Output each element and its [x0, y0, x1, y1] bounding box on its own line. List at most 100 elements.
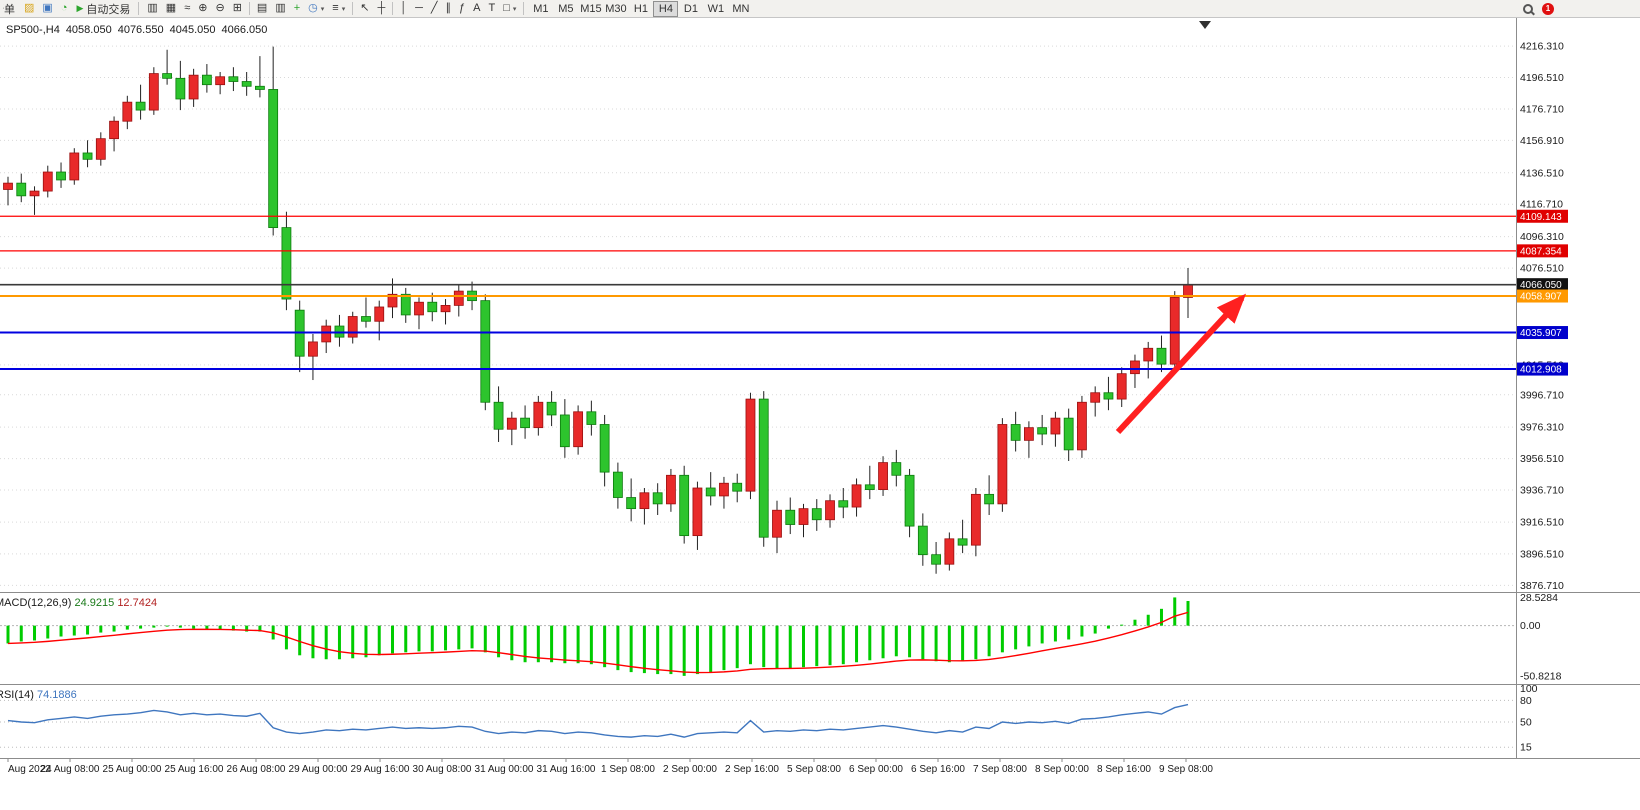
candle	[175, 77, 186, 100]
hline-icon[interactable]: ─	[411, 1, 427, 17]
date-axis-label: 24 Aug 08:00	[41, 764, 100, 775]
chart-shift-marker[interactable]	[1199, 21, 1211, 29]
templates-icon[interactable]: ≡ ▾	[328, 1, 349, 17]
price-axis-label: 3896.510	[1520, 548, 1564, 560]
new-chart-icon[interactable]: +	[290, 1, 304, 17]
candle	[878, 462, 888, 490]
candle	[758, 398, 769, 538]
crosshair-icon[interactable]: ┼	[373, 1, 389, 17]
autotrading-button[interactable]: ▶ 自动交易	[72, 1, 134, 17]
arrange-icon[interactable]: ▤	[253, 1, 271, 17]
chart-line-icon: ≈	[184, 2, 191, 14]
price-tag	[1517, 278, 1568, 292]
macd-signal-line	[7, 611, 1189, 674]
toolbar-separator	[248, 2, 250, 15]
vline-icon[interactable]: │	[396, 1, 411, 17]
candle	[1116, 373, 1127, 400]
candle	[480, 300, 491, 403]
price-axis-label: 3996.710	[1520, 389, 1564, 401]
candle	[944, 538, 955, 565]
candle	[745, 398, 756, 492]
toolbar-separator	[523, 2, 525, 15]
charts-group-icon[interactable]: ▣	[38, 1, 56, 17]
overlay-icon[interactable]: ▥	[271, 1, 289, 17]
zoom-in-icon[interactable]: ⊕	[194, 1, 211, 17]
chart-candles-icon[interactable]: ▦	[162, 1, 180, 17]
new-order-label: 新单	[3, 3, 15, 16]
price-axis-label: 4096.310	[1520, 231, 1564, 243]
candle	[308, 341, 318, 357]
timeframe-d1[interactable]: D1	[678, 1, 703, 17]
toolbar-separator	[352, 2, 354, 15]
text-icon[interactable]: A	[469, 1, 484, 17]
toolbar-groups: ▥ ▦ ≈ ⊕ ⊖ ⊞ ▤ ▥ + ◷ ▾ ≡ ▾ ↖ ┼ │ ─ ╱ ∥ ƒ A T □ ▾	[143, 1, 527, 17]
styler-icon[interactable]: ▨	[20, 1, 38, 17]
price-tag-label: 4066.050	[1520, 280, 1562, 291]
timeframe-h4[interactable]: H4	[653, 0, 679, 17]
period-clock-icon[interactable]: ◷ ▾	[304, 1, 328, 17]
candle	[520, 417, 530, 429]
zoom-out-icon[interactable]: ⊖	[211, 1, 228, 17]
label-icon[interactable]: T	[485, 1, 500, 17]
crosshair-icon: ┼	[377, 2, 386, 14]
notification-badge[interactable]: 1	[1542, 2, 1554, 15]
trendline-icon[interactable]: ╱	[427, 1, 442, 17]
candle	[997, 424, 1008, 505]
rsi-axis-label: 100	[1520, 683, 1538, 695]
candle	[321, 325, 332, 343]
candle	[1037, 427, 1048, 435]
new-order-button[interactable]: 新单	[2, 1, 19, 17]
rsi-line	[7, 703, 1189, 738]
tile-windows-icon[interactable]: ⊞	[229, 1, 246, 17]
chart-line-icon[interactable]: ≈	[180, 1, 194, 17]
timeframe-m5[interactable]: M5	[553, 1, 578, 17]
timeframe-m15[interactable]: M15	[580, 2, 602, 15]
chart-area[interactable]: 4216.310 4196.510 4176.710 4156.910 4136.510…	[0, 18, 1640, 810]
candle	[652, 492, 663, 505]
timeframe-w1[interactable]: W1	[703, 1, 728, 17]
candle	[599, 424, 610, 473]
candle	[400, 293, 411, 316]
cursor-icon: ↖	[360, 2, 370, 14]
price-axis-label: 4176.710	[1520, 103, 1564, 115]
price-axis-label: 4076.510	[1520, 263, 1564, 275]
date-axis-label: 29 Aug 16:00	[351, 764, 410, 775]
candle	[785, 509, 796, 525]
price-tag-label: 4035.907	[1520, 328, 1562, 339]
shapes-icon[interactable]: □ ▾	[499, 1, 520, 17]
chevron-down-icon: ▾	[320, 5, 325, 13]
timeframe-h1[interactable]: H1	[628, 1, 653, 17]
price-tag-label: 4109.143	[1520, 212, 1562, 223]
price-chart-svg[interactable]: 4216.310 4196.510 4176.710 4156.910 4136.510…	[0, 18, 1640, 810]
candle	[1130, 360, 1140, 375]
date-axis-label: 7 Sep 08:00	[973, 764, 1027, 775]
candle	[188, 74, 199, 100]
trendline-icon: ╱	[430, 2, 438, 14]
timeframe-m30[interactable]: M30	[605, 2, 627, 15]
toolbar: 新单 ▨▣◔ ▶ 自动交易 ▥▦≈⊕⊖⊞▤▥+◷▾≡▾↖┼│─╱∥ƒAT□▾ M…	[0, 0, 1640, 18]
search-icon[interactable]	[1523, 3, 1533, 14]
price-axis-label: 3956.510	[1520, 453, 1564, 465]
scripts-icon[interactable]: ◔	[57, 1, 72, 17]
fibo-icon[interactable]: ƒ	[455, 1, 469, 17]
arrange-icon: ▤	[256, 2, 268, 14]
toolbar-separator	[138, 2, 140, 15]
price-tag-label: 4087.354	[1520, 246, 1562, 257]
zoom-in-icon: ⊕	[198, 2, 208, 14]
timeframe-mn[interactable]: MN	[728, 1, 753, 17]
styler-icon: ▨	[24, 2, 35, 14]
candle	[361, 316, 371, 322]
timeframe-m1[interactable]: M1	[528, 1, 553, 17]
candle	[56, 171, 66, 181]
channel-icon[interactable]: ∥	[442, 1, 456, 17]
vline-icon: │	[400, 2, 408, 14]
chart-bars-icon[interactable]: ▥	[143, 1, 161, 17]
cursor-icon[interactable]: ↖	[356, 1, 373, 17]
arrow-annotation[interactable]	[1115, 293, 1247, 435]
candle	[506, 417, 517, 430]
play-icon: ▶	[76, 3, 84, 13]
label-icon: T	[488, 2, 496, 14]
candle	[387, 293, 398, 308]
candle	[255, 85, 265, 90]
price-tag-label: 4058.907	[1520, 292, 1562, 303]
